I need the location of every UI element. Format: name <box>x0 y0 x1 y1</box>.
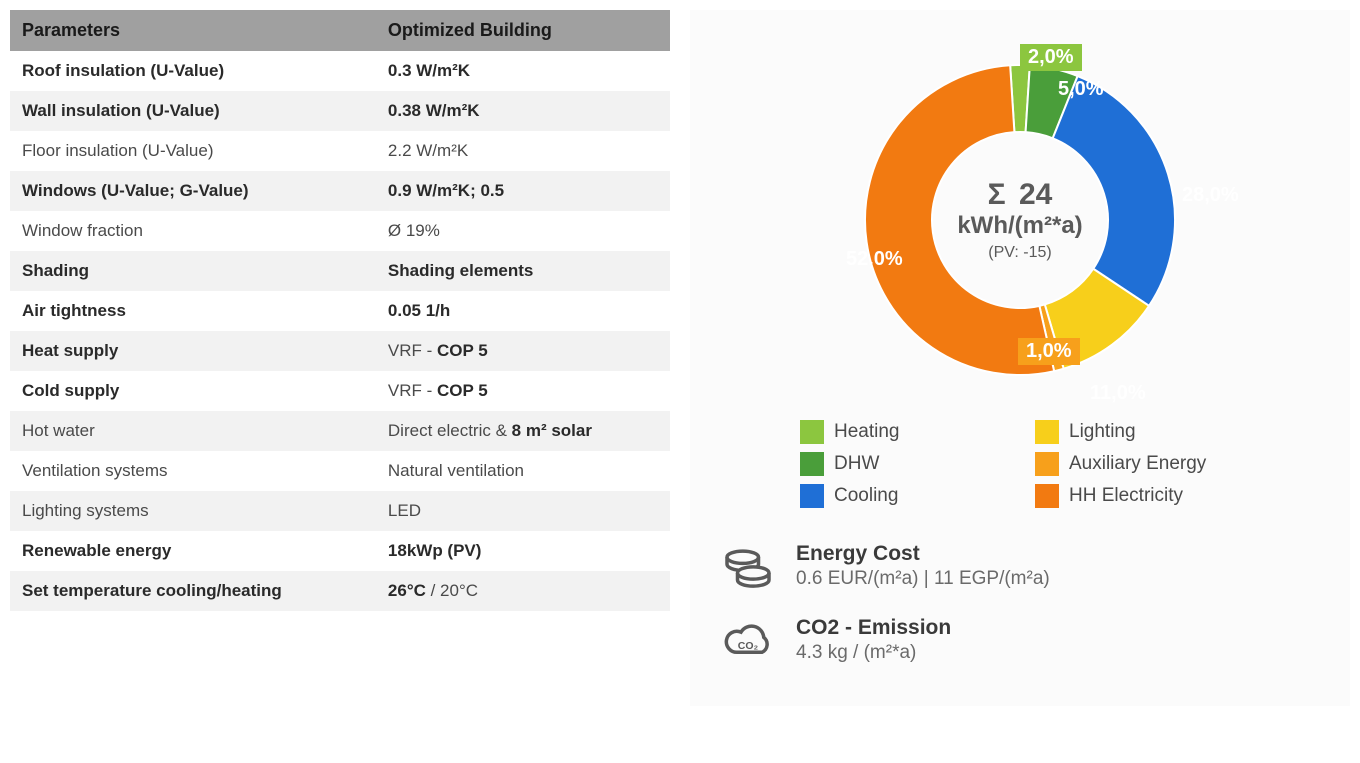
table-row: Air tightness0.05 1/h <box>10 291 670 331</box>
legend-swatch <box>800 452 824 476</box>
energy-cost-title: Energy Cost <box>796 542 1050 566</box>
parameters-table-panel: Parameters Optimized Building Roof insul… <box>10 10 670 706</box>
parameters-table: Parameters Optimized Building Roof insul… <box>10 10 670 611</box>
legend-item-dhw: DHW <box>800 452 1005 476</box>
table-row: Window fraction Ø 19% <box>10 211 670 251</box>
table-row: Floor insulation (U-Value)2.2 W/m²K <box>10 131 670 171</box>
table-row: Lighting systemsLED <box>10 491 670 531</box>
parameter-label: Wall insulation (U-Value) <box>10 91 376 131</box>
table-row: Heat supplyVRF - COP 5 <box>10 331 670 371</box>
parameter-label: Floor insulation (U-Value) <box>10 131 376 171</box>
parameter-label: Ventilation systems <box>10 451 376 491</box>
parameter-value: 2.2 W/m²K <box>376 131 670 171</box>
legend-label: Heating <box>834 421 900 443</box>
parameter-label: Hot water <box>10 411 376 451</box>
legend-label: DHW <box>834 453 879 475</box>
co2-row: CO₂ CO2 - Emission 4.3 kg / (m²*a) <box>720 612 1320 668</box>
energy-summary-panel: Σ 24 kWh/(m²*a) (PV: -15) 2,0% 5,0% 28,0% 1… <box>690 10 1350 706</box>
svg-text:CO₂: CO₂ <box>738 640 759 652</box>
parameter-label: Heat supply <box>10 331 376 371</box>
legend-swatch <box>1035 420 1059 444</box>
legend-swatch <box>800 420 824 444</box>
parameter-label: Cold supply <box>10 371 376 411</box>
slice-label-lighting: 11,0% <box>1090 382 1146 405</box>
slice-label-dhw: 5,0% <box>1058 78 1104 101</box>
table-row: Wall insulation (U-Value)0.38 W/m²K <box>10 91 670 131</box>
parameter-value: 18kWp (PV) <box>376 531 670 571</box>
legend-item-auxiliary-energy: Auxiliary Energy <box>1035 452 1240 476</box>
parameter-value: LED <box>376 491 670 531</box>
table-row: Set temperature cooling/heating 26°C / 2… <box>10 571 670 611</box>
table-row: Roof insulation (U-Value)0.3 W/m²K <box>10 51 670 91</box>
table-row: Ventilation systemsNatural ventilation <box>10 451 670 491</box>
legend-item-lighting: Lighting <box>1035 420 1240 444</box>
parameter-label: Set temperature cooling/heating <box>10 571 376 611</box>
total-unit: kWh/(m²*a) <box>957 212 1082 240</box>
table-row: Cold supplyVRF - COP 5 <box>10 371 670 411</box>
parameter-value: Natural ventilation <box>376 451 670 491</box>
total-value: 24 <box>1019 178 1052 211</box>
parameter-value: VRF - COP 5 <box>376 331 670 371</box>
parameter-value: 0.05 1/h <box>376 291 670 331</box>
table-header-parameters: Parameters <box>10 10 376 51</box>
legend-label: Lighting <box>1069 421 1136 443</box>
legend-swatch <box>1035 452 1059 476</box>
co2-cloud-icon: CO₂ <box>720 612 776 668</box>
legend-swatch <box>1035 484 1059 508</box>
parameter-value: 0.3 W/m²K <box>376 51 670 91</box>
legend-item-heating: Heating <box>800 420 1005 444</box>
table-row: Renewable energy18kWp (PV) <box>10 531 670 571</box>
legend-label: Auxiliary Energy <box>1069 453 1206 475</box>
slice-label-hh-electricity: 52,0% <box>846 248 903 271</box>
parameter-value: 0.38 W/m²K <box>376 91 670 131</box>
parameter-value: Ø 19% <box>376 211 670 251</box>
legend-item-hh-electricity: HH Electricity <box>1035 484 1240 508</box>
parameter-value: Direct electric & 8 m² solar <box>376 411 670 451</box>
parameter-label: Roof insulation (U-Value) <box>10 51 376 91</box>
parameter-value: 26°C / 20°C <box>376 571 670 611</box>
legend-item-cooling: Cooling <box>800 484 1005 508</box>
parameter-value: VRF - COP 5 <box>376 371 670 411</box>
table-row: Hot waterDirect electric & 8 m² solar <box>10 411 670 451</box>
legend-swatch <box>800 484 824 508</box>
slice-label-auxiliary-energy: 1,0% <box>1018 338 1080 365</box>
donut-center-label: Σ 24 kWh/(m²*a) (PV: -15) <box>957 178 1082 262</box>
sigma-symbol: Σ <box>988 178 1006 211</box>
parameter-label: Window fraction <box>10 211 376 251</box>
parameter-label: Lighting systems <box>10 491 376 531</box>
legend-label: HH Electricity <box>1069 485 1183 507</box>
parameter-label: Shading <box>10 251 376 291</box>
parameter-value: Shading elements <box>376 251 670 291</box>
parameter-label: Renewable energy <box>10 531 376 571</box>
parameter-value: 0.9 W/m²K; 0.5 <box>376 171 670 211</box>
co2-title: CO2 - Emission <box>796 616 951 640</box>
coins-icon <box>720 538 776 594</box>
table-row: ShadingShading elements <box>10 251 670 291</box>
table-header-value: Optimized Building <box>376 10 670 51</box>
parameter-label: Windows (U-Value; G-Value) <box>10 171 376 211</box>
energy-cost-value: 0.6 EUR/(m²a) | 11 EGP/(m²a) <box>796 568 1050 590</box>
table-row: Windows (U-Value; G-Value)0.9 W/m²K; 0.5 <box>10 171 670 211</box>
slice-label-heating: 2,0% <box>1020 44 1082 71</box>
pv-note: (PV: -15) <box>957 244 1082 262</box>
legend-label: Cooling <box>834 485 898 507</box>
slice-label-cooling: 28,0% <box>1182 184 1239 207</box>
donut-legend: Heating Lighting DHW Auxiliary Energy Coolin… <box>800 420 1240 508</box>
energy-cost-row: Energy Cost 0.6 EUR/(m²a) | 11 EGP/(m²a) <box>720 538 1320 594</box>
energy-donut-chart: Σ 24 kWh/(m²*a) (PV: -15) 2,0% 5,0% 28,0% 1… <box>740 30 1300 410</box>
co2-value: 4.3 kg / (m²*a) <box>796 642 951 664</box>
parameter-label: Air tightness <box>10 291 376 331</box>
